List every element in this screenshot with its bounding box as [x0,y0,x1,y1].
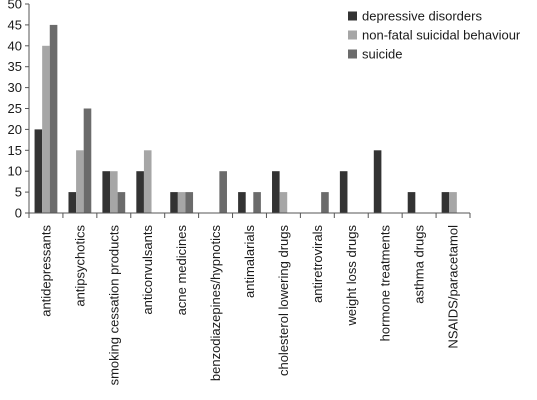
bar-suicide [321,192,329,213]
x-tick-label: cholesterol lowering drugs [276,225,291,377]
x-tick-label: NSAIDS/paracetamol [446,225,461,349]
y-tick-label: 40 [8,38,22,53]
bar-non-fatal-suicidal-behaviour [279,192,288,213]
x-tick-label: antimalarials [242,225,257,298]
bar-depressive-disorders [339,171,348,213]
legend-swatch [348,49,357,59]
legend: depressive disorders non-fatal suicidal b… [348,9,521,62]
legend-label: non-fatal suicidal behaviour [362,28,521,43]
bar-non-fatal-suicidal-behaviour [449,192,457,213]
x-tick-label: antipsychotics [72,225,87,307]
y-tick-label: 0 [15,206,22,221]
bar-depressive-disorders [68,192,77,213]
y-tick-label: 45 [8,17,22,32]
bar-depressive-disorders [441,192,450,213]
bar-non-fatal-suicidal-behaviour [76,150,84,213]
bar-non-fatal-suicidal-behaviour [42,45,50,213]
legend-label: depressive disorders [362,9,482,24]
bar-suicide [117,192,126,213]
bar-non-fatal-suicidal-behaviour [143,150,152,213]
bar-depressive-disorders [373,150,382,213]
bar-non-fatal-suicidal-behaviour [110,171,118,213]
x-tick-label: benzodiazepines/hypnotics [208,225,223,382]
legend-label: suicide [362,47,402,62]
x-tick-label: antidepressants [38,225,53,317]
y-tick-label: 35 [8,59,22,74]
bar-depressive-disorders [34,129,43,213]
x-axis: antidepressants antipsychotics smoking ces… [28,212,471,386]
x-tick-label: acne medicines [174,225,189,316]
x-tick-label: smoking cessation products [106,225,121,386]
bar-suicide [49,24,58,214]
legend-swatch [348,30,357,40]
y-tick-label: 5 [15,185,22,200]
y-tick-label: 10 [8,164,22,179]
bar-suicide [83,108,92,213]
bar-non-fatal-suicidal-behaviour [177,192,186,213]
x-tick-label: weight loss drugs [344,225,359,327]
bar-depressive-disorders [136,171,144,213]
y-tick-label: 15 [8,143,22,158]
x-tick-label: anticonvulsants [140,225,155,315]
y-tick-label: 20 [8,122,22,137]
y-tick-label: 50 [8,0,22,12]
bar-depressive-disorders [102,171,111,213]
bar-suicide [185,192,194,213]
bar-suicide [219,171,227,213]
y-tick-label: 30 [8,80,22,95]
x-tick-label: hormone treatments [378,225,393,342]
bar-depressive-disorders [238,192,246,213]
bar-depressive-disorders [170,192,178,213]
bars [34,24,457,214]
y-axis: 0 5 10 15 20 25 30 35 40 45 50 [8,0,30,221]
bar-suicide [253,192,261,213]
x-tick-label: antiretrovirals [310,225,325,304]
legend-swatch [348,11,357,21]
y-tick-label: 25 [8,101,22,116]
bar-depressive-disorders [272,171,280,213]
x-tick-label: asthma drugs [412,225,427,304]
bar-depressive-disorders [407,192,416,213]
